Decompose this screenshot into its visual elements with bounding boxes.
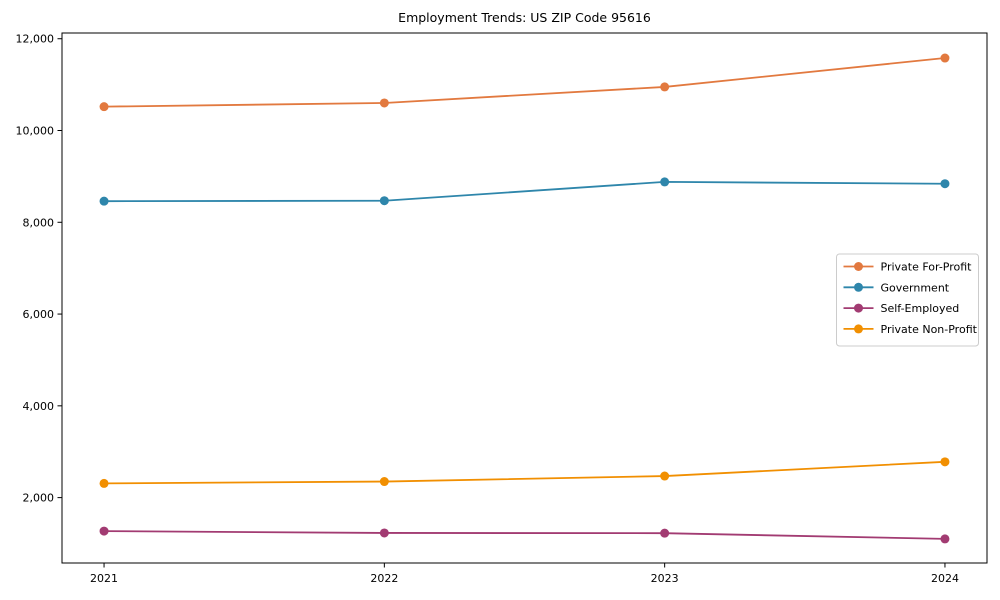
chart-title: Employment Trends: US ZIP Code 95616	[398, 10, 651, 25]
y-tick-label: 12,000	[16, 33, 55, 46]
x-tick-label: 2024	[931, 572, 959, 585]
legend-marker-icon	[854, 324, 863, 334]
data-point-private-for-profit	[940, 53, 950, 63]
series-private-for-profit	[99, 53, 950, 112]
data-point-private-non-profit	[660, 471, 670, 481]
legend: Private For-Profit Government Self-Employe…	[836, 253, 979, 347]
series-line-private-non-profit	[104, 460, 946, 485]
legend-marker-icon	[854, 262, 863, 271]
y-axis: 2,000 4,000 6,000 8,000 10,000 12,000	[16, 33, 62, 505]
series-self-employed	[99, 526, 950, 544]
legend-box	[836, 253, 979, 347]
legend-item-private-non-profit: Private Non-Profit	[843, 323, 978, 336]
data-point-private-non-profit	[940, 457, 950, 467]
series-line-government	[104, 181, 945, 203]
x-tick-label: 2021	[90, 572, 118, 585]
legend-label: Private For-Profit	[881, 261, 973, 274]
y-tick-label: 6,000	[23, 308, 55, 321]
data-point-government	[940, 179, 950, 189]
legend-label: Self-Employed	[881, 302, 960, 315]
series-private-non-profit	[99, 457, 950, 488]
data-point-private-for-profit	[379, 98, 389, 108]
legend-marker-icon	[854, 282, 863, 292]
data-point-private-non-profit	[379, 477, 389, 487]
series-line-private-for-profit	[104, 57, 946, 108]
legend-item-private-for-profit: Private For-Profit	[843, 261, 973, 274]
y-tick-label: 4,000	[23, 400, 55, 413]
data-point-self-employed	[379, 528, 389, 538]
x-tick-label: 2023	[651, 572, 679, 585]
data-point-government	[660, 177, 670, 187]
data-point-self-employed	[940, 534, 950, 544]
x-tick-label: 2022	[370, 572, 398, 585]
data-point-government	[379, 196, 389, 206]
series-line-self-employed	[104, 530, 945, 540]
data-point-government	[99, 196, 109, 206]
series-government	[99, 177, 950, 206]
data-point-private-for-profit	[99, 102, 109, 112]
x-axis: 2021 2022 2023 2024	[90, 563, 959, 585]
plot-border	[61, 32, 988, 564]
y-tick-label: 8,000	[23, 216, 55, 229]
legend-item-government: Government	[843, 281, 950, 294]
legend-marker-icon	[854, 303, 863, 313]
legend-item-self-employed: Self-Employed	[843, 302, 960, 315]
y-tick-label: 10,000	[16, 125, 55, 138]
legend-label: Private Non-Profit	[881, 323, 978, 336]
legend-label: Government	[881, 281, 950, 294]
y-tick-label: 2,000	[23, 492, 55, 505]
data-point-private-for-profit	[660, 82, 670, 92]
data-point-private-non-profit	[99, 478, 109, 488]
data-point-self-employed	[99, 526, 109, 536]
data-point-self-employed	[660, 528, 670, 538]
